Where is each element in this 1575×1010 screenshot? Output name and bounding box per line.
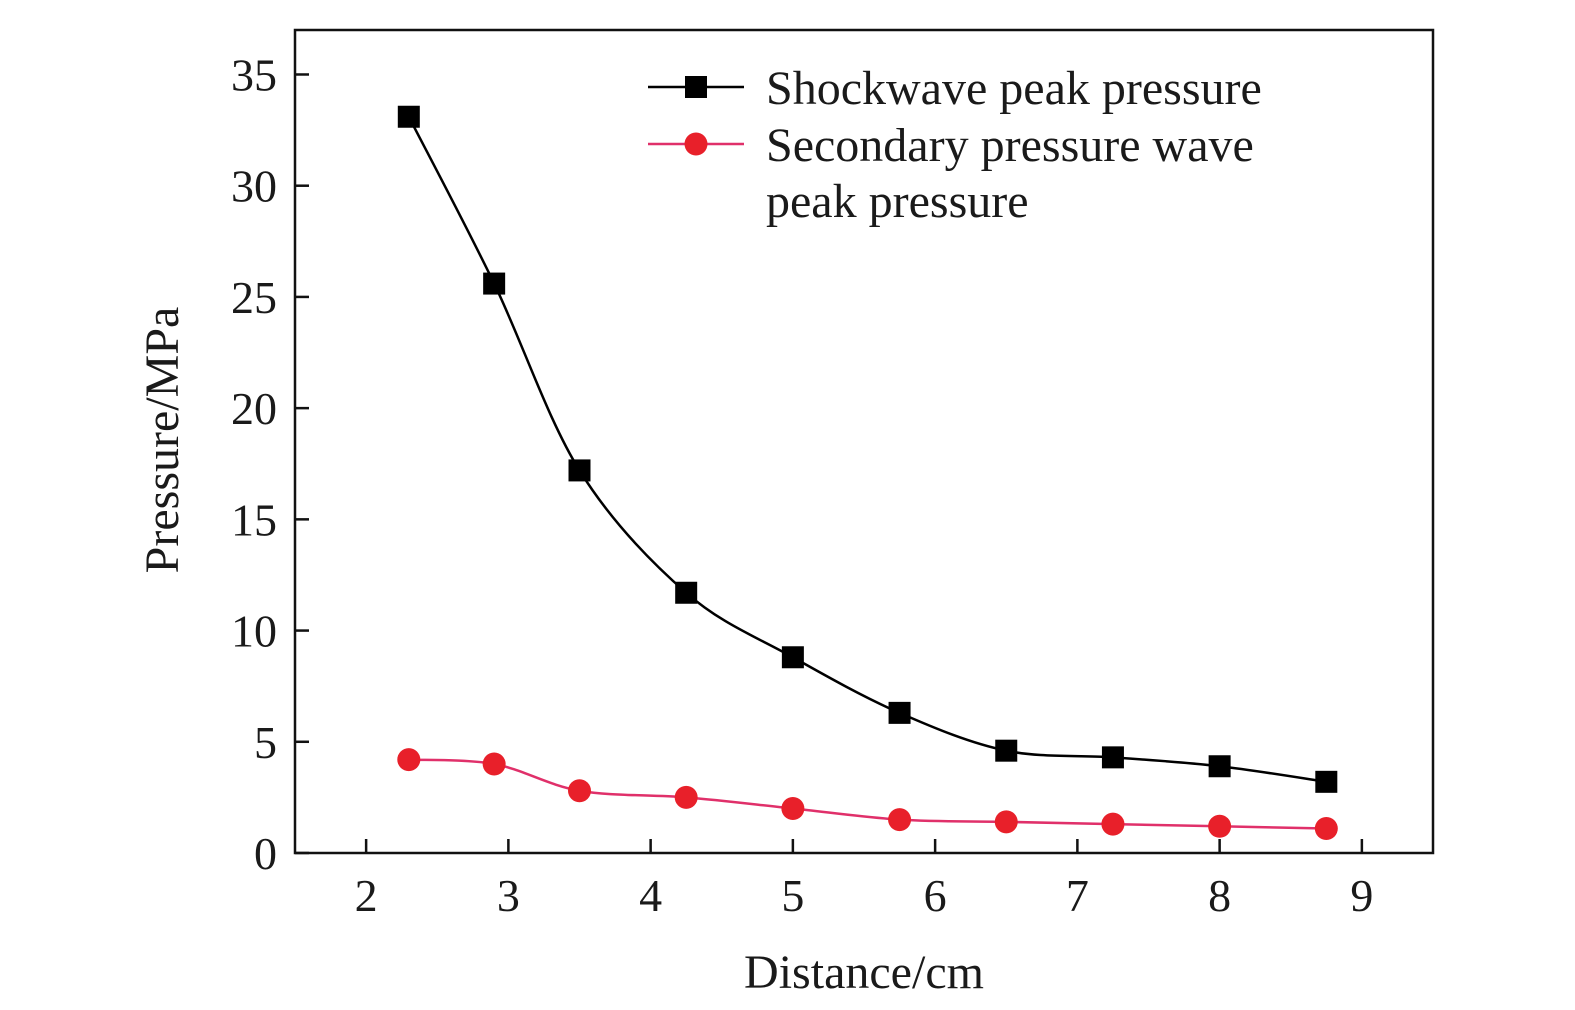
y-tick-label: 10: [231, 606, 277, 657]
x-tick-label: 7: [1066, 870, 1089, 921]
series-1-point: [781, 646, 804, 669]
x-tick-label: 8: [1208, 870, 1231, 921]
x-tick-label: 4: [639, 870, 662, 921]
series-1-point: [1101, 746, 1124, 769]
series-2-point: [568, 779, 591, 803]
series-line-2: [408, 758, 1327, 830]
series-1-point: [675, 581, 698, 604]
y-axis-title: Pressure/MPa: [136, 307, 189, 574]
x-tick-label: 6: [924, 870, 947, 921]
series-2-point: [1208, 814, 1232, 838]
y-tick-label: 0: [254, 828, 277, 879]
y-tick-label: 5: [254, 717, 277, 768]
series-2-point: [1101, 812, 1125, 836]
x-tick-label: 2: [355, 870, 378, 921]
y-axis-ticks: 0 5 10 15 20 25 30 35: [231, 49, 309, 879]
plot-frame: [293, 28, 1435, 855]
series-1-point: [397, 105, 420, 128]
legend-label-1: Shockwave peak pressure: [766, 62, 1262, 115]
legend-marker-2: [684, 132, 708, 156]
legend-marker-1: [685, 76, 707, 98]
series-layer: [397, 105, 1338, 841]
series-1-point: [568, 459, 591, 482]
series-2-point: [482, 752, 506, 776]
series-1-point: [1315, 770, 1338, 793]
x-axis-ticks: 2 3 4 5 6 7 8 9: [355, 839, 1373, 921]
series-2-point: [1314, 817, 1338, 841]
series-1-point: [888, 701, 911, 724]
series-2-point: [888, 808, 912, 832]
series-2-point: [781, 797, 805, 821]
series-1-point: [995, 739, 1018, 762]
y-tick-label: 20: [231, 383, 277, 434]
legend-label-2-line: peak pressure: [766, 175, 1029, 228]
legend-label-2-line: Secondary pressure wave: [766, 119, 1254, 172]
x-tick-label: 3: [497, 870, 520, 921]
x-tick-label: 5: [781, 870, 804, 921]
y-tick-label: 30: [231, 161, 277, 212]
y-tick-label: 35: [231, 49, 277, 100]
x-tick-label: 9: [1350, 870, 1373, 921]
series-2-point: [397, 748, 421, 772]
y-tick-label: 25: [231, 272, 277, 323]
series-1-point: [1208, 755, 1231, 778]
series-2-point: [674, 785, 698, 809]
series-2-point: [994, 810, 1018, 834]
x-axis-title: Distance/cm: [744, 946, 984, 999]
series-1-point: [483, 272, 506, 295]
y-tick-label: 15: [231, 494, 277, 545]
